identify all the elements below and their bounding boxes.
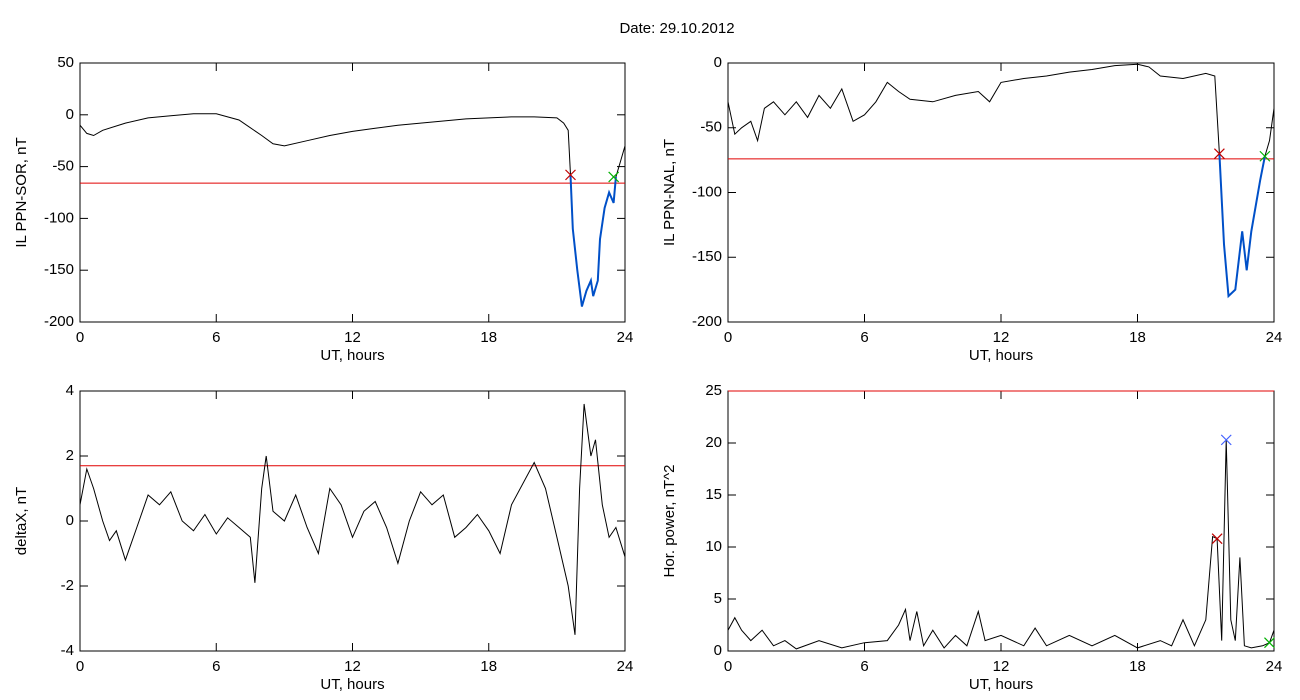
marker-stroke bbox=[1213, 148, 1225, 160]
x-tick-label: 18 bbox=[480, 658, 497, 675]
marker bbox=[1213, 148, 1225, 160]
x-tick-label: 6 bbox=[860, 658, 868, 675]
y-tick-label: -4 bbox=[61, 642, 74, 659]
x-axis-label: UT, hours bbox=[320, 676, 384, 693]
marker-stroke bbox=[565, 169, 576, 181]
plot-frame bbox=[727, 390, 1275, 652]
marker-stroke bbox=[608, 171, 620, 183]
y-tick-label: 4 bbox=[66, 382, 74, 399]
data-line bbox=[79, 113, 626, 307]
y-tick-label: -100 bbox=[44, 209, 74, 226]
x-tick-label: 24 bbox=[617, 329, 634, 346]
data-line bbox=[727, 439, 1275, 650]
y-tick-label: 20 bbox=[705, 434, 722, 451]
marker bbox=[1264, 637, 1275, 649]
y-tick-label: -200 bbox=[44, 313, 74, 330]
plot-frame bbox=[727, 62, 1275, 323]
y-tick-label: 0 bbox=[714, 642, 722, 659]
marker-stroke bbox=[1211, 533, 1223, 545]
y-tick-label: -100 bbox=[692, 183, 722, 200]
y-tick-label: 0 bbox=[66, 512, 74, 529]
y-tick-label: -50 bbox=[52, 158, 74, 175]
data-line bbox=[727, 63, 1275, 298]
marker bbox=[1259, 150, 1271, 162]
plot-frame bbox=[79, 62, 626, 323]
y-axis-label: IL PPN-SOR, nT bbox=[13, 137, 30, 247]
y-tick-label: 50 bbox=[57, 54, 74, 71]
x-tick-label: 18 bbox=[1129, 658, 1146, 675]
x-tick-label: 12 bbox=[993, 658, 1010, 675]
y-tick-label: 2 bbox=[66, 447, 74, 464]
x-tick-label: 0 bbox=[724, 658, 732, 675]
x-tick-label: 18 bbox=[480, 329, 497, 346]
y-tick-label: 25 bbox=[705, 382, 722, 399]
x-tick-label: 12 bbox=[344, 329, 361, 346]
y-axis-label: IL PPN-NAL, nT bbox=[661, 139, 678, 246]
data-line bbox=[1218, 153, 1266, 299]
data-line bbox=[79, 403, 626, 635]
y-axis-label: Hor. power, nT^2 bbox=[661, 465, 678, 578]
x-tick-label: 6 bbox=[212, 658, 220, 675]
x-tick-label: 12 bbox=[993, 329, 1010, 346]
y-tick-label: -2 bbox=[61, 577, 74, 594]
marker bbox=[1211, 533, 1223, 545]
y-tick-label: -150 bbox=[44, 261, 74, 278]
marker bbox=[608, 171, 620, 183]
y-tick-label: 5 bbox=[714, 590, 722, 607]
y-axis-label: deltaX, nT bbox=[13, 487, 30, 555]
y-tick-label: -150 bbox=[692, 248, 722, 265]
marker-stroke bbox=[1264, 637, 1275, 649]
x-tick-label: 6 bbox=[212, 329, 220, 346]
marker-stroke bbox=[1220, 434, 1232, 446]
y-tick-label: 0 bbox=[66, 106, 74, 123]
x-tick-label: 0 bbox=[76, 658, 84, 675]
plot-frame bbox=[79, 390, 626, 652]
y-tick-label: 15 bbox=[705, 486, 722, 503]
x-tick-label: 12 bbox=[344, 658, 361, 675]
marker bbox=[565, 169, 576, 181]
data-line bbox=[569, 174, 617, 307]
figure-title: Date: 29.10.2012 bbox=[619, 20, 734, 37]
y-tick-label: 0 bbox=[714, 54, 722, 71]
x-tick-label: 6 bbox=[860, 329, 868, 346]
y-tick-label: -50 bbox=[700, 119, 722, 136]
y-tick-label: 10 bbox=[705, 538, 722, 555]
x-tick-label: 0 bbox=[724, 329, 732, 346]
x-tick-label: 24 bbox=[1266, 329, 1283, 346]
x-tick-label: 24 bbox=[617, 658, 634, 675]
x-axis-label: UT, hours bbox=[320, 347, 384, 364]
x-tick-label: 24 bbox=[1266, 658, 1283, 675]
y-tick-label: -200 bbox=[692, 313, 722, 330]
marker bbox=[1220, 434, 1232, 446]
x-tick-label: 18 bbox=[1129, 329, 1146, 346]
x-axis-label: UT, hours bbox=[969, 676, 1033, 693]
marker-stroke bbox=[1259, 150, 1271, 162]
x-tick-label: 0 bbox=[76, 329, 84, 346]
x-axis-label: UT, hours bbox=[969, 347, 1033, 364]
